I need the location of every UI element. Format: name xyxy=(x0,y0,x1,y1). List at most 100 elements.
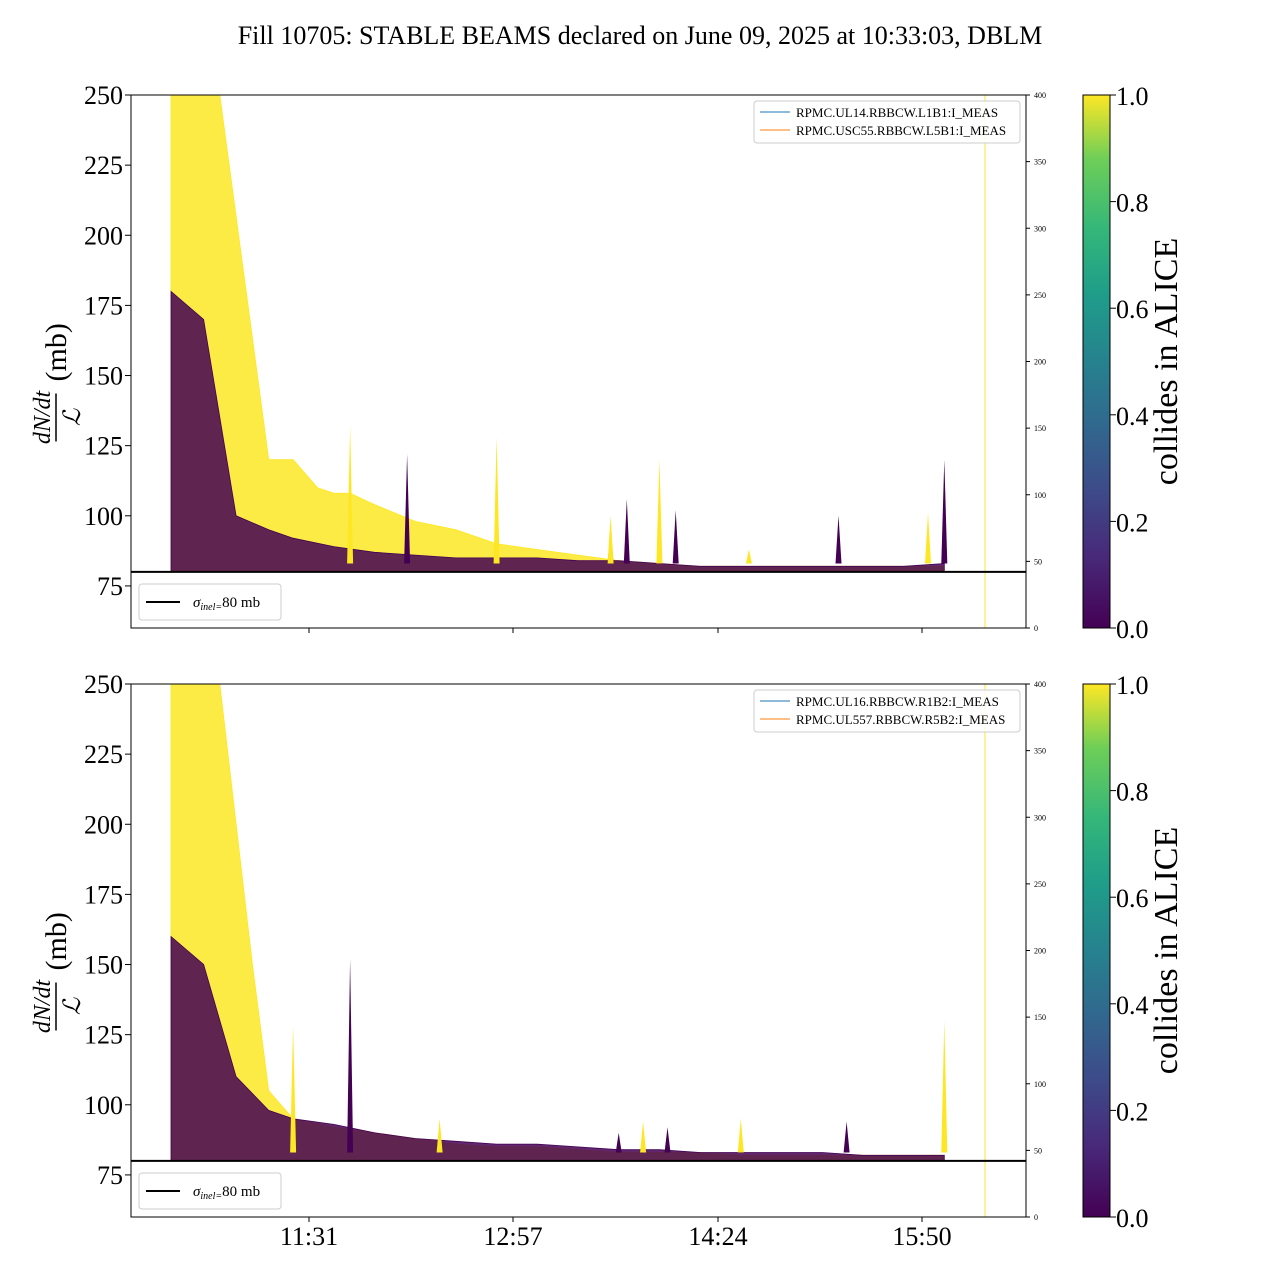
colorbar-tick-label: 0.4 xyxy=(1116,991,1149,1020)
spike xyxy=(436,1118,443,1153)
colorbar-gradient xyxy=(1082,94,1111,629)
right-y-tick-label: 200 xyxy=(1034,358,1046,367)
y-tick-label: 225 xyxy=(84,151,123,180)
x-tick-label: 12:57 xyxy=(483,1222,542,1251)
legend-entry: RPMC.UL557.RBBCW.R5B2:I_MEAS xyxy=(796,712,1005,727)
legend-box xyxy=(753,100,1021,144)
right-y-tick-label: 400 xyxy=(1034,680,1046,689)
right-y-tick-label: 250 xyxy=(1034,880,1046,889)
y-tick-label: 175 xyxy=(84,291,123,320)
series-band-purple xyxy=(170,935,945,1162)
y-label-denominator: ℒ xyxy=(60,997,86,1015)
y-tick-label: 75 xyxy=(97,1161,123,1190)
y-axis-label: dN/dt ℒ (mb) xyxy=(30,323,86,444)
y-tick-label: 75 xyxy=(97,572,123,601)
right-y-tick-label: 350 xyxy=(1034,158,1046,167)
legend-box xyxy=(138,583,282,621)
figure-title: Fill 10705: STABLE BEAMS declared on Jun… xyxy=(238,21,1043,50)
spike xyxy=(615,1132,622,1153)
series-band-yellow xyxy=(170,684,945,1162)
right-y-tick-label: 50 xyxy=(1034,557,1042,566)
colorbar-tick-label: 0.6 xyxy=(1116,884,1149,913)
y-label-numerator: dN/dt xyxy=(30,389,56,444)
colorbar: 0.0 0.2 0.4 0.6 0.8 1.0 collides in ALICE xyxy=(1082,671,1185,1233)
colorbar-tick-label: 0.8 xyxy=(1116,778,1149,807)
spike xyxy=(404,454,411,564)
spike xyxy=(835,515,842,564)
x-tick-label: 14:24 xyxy=(688,1222,747,1251)
colorbar-tick-label: 1.0 xyxy=(1116,82,1149,111)
y-axis-label: dN/dt ℒ (mb) xyxy=(30,912,86,1033)
spike xyxy=(607,515,614,564)
y-tick-label: 100 xyxy=(84,502,123,531)
panel-bottom: 75 100 125 150 175 200 225 250 0 50 100 150 200 250 30… xyxy=(30,670,1185,1251)
y-tick-label: 125 xyxy=(84,432,123,461)
legend-box xyxy=(753,689,1021,733)
colorbar-gradient xyxy=(1082,683,1111,1218)
right-y-tick-label: 100 xyxy=(1034,1080,1046,1089)
spike xyxy=(941,459,948,564)
colorbar-tick-label: 0.4 xyxy=(1116,402,1149,431)
data-layer xyxy=(170,95,986,628)
y-tick-label: 150 xyxy=(84,951,123,980)
right-y-tick-label: 100 xyxy=(1034,491,1046,500)
colorbar-tick-label: 0.0 xyxy=(1116,1204,1149,1233)
right-y-tick-label: 250 xyxy=(1034,291,1046,300)
right-y-tick-label: 50 xyxy=(1034,1146,1042,1155)
colorbar: 0.0 0.2 0.4 0.6 0.8 1.0 collides in ALICE xyxy=(1082,82,1185,644)
spike xyxy=(672,510,679,564)
colorbar-tick-label: 0.2 xyxy=(1116,1097,1149,1126)
colorbar-tick-label: 0.0 xyxy=(1116,615,1149,644)
y-label-denominator: ℒ xyxy=(60,408,86,426)
right-y-tick-label: 300 xyxy=(1034,224,1046,233)
colorbar-label: collides in ALICE xyxy=(1148,827,1185,1074)
legend-upper: RPMC.UL14.RBBCW.L1B1:I_MEAS RPMC.USC55.RB… xyxy=(753,100,1021,144)
right-y-tick-label: 0 xyxy=(1034,624,1038,633)
y-label-unit: (mb) xyxy=(40,912,73,970)
legend-upper: RPMC.UL16.RBBCW.R1B2:I_MEAS RPMC.UL557.RB… xyxy=(753,689,1021,733)
y-tick-label: 125 xyxy=(84,1021,123,1050)
series-band-purple xyxy=(170,290,945,573)
colorbar-label: collides in ALICE xyxy=(1148,238,1185,485)
spike xyxy=(925,513,931,564)
spike xyxy=(347,958,354,1153)
spike xyxy=(290,1026,297,1153)
right-y-tick-label: 150 xyxy=(1034,424,1046,433)
right-y-tick-label: 350 xyxy=(1034,747,1046,756)
colorbar-tick-label: 0.2 xyxy=(1116,508,1149,537)
colorbar-tick-label: 0.6 xyxy=(1116,295,1149,324)
y-tick-label: 200 xyxy=(84,810,123,839)
spike xyxy=(745,549,752,564)
series-band-yellow xyxy=(170,95,945,573)
right-y-tick-label: 200 xyxy=(1034,947,1046,956)
spike xyxy=(640,1121,647,1153)
y-label-unit: (mb) xyxy=(40,323,73,381)
legend-lower: σinel=80 mb xyxy=(138,583,282,621)
y-label-numerator: dN/dt xyxy=(30,978,56,1033)
colorbar-tick-label: 0.8 xyxy=(1116,189,1149,218)
spike xyxy=(493,437,500,564)
spike xyxy=(623,499,630,564)
spike xyxy=(656,459,663,564)
spike xyxy=(737,1118,744,1153)
legend-entry: σinel=80 mb xyxy=(193,1184,260,1202)
y-tick-label: 150 xyxy=(84,362,123,391)
spike xyxy=(347,426,354,564)
y-tick-label: 250 xyxy=(84,81,123,110)
right-y-tick-label: 0 xyxy=(1034,1213,1038,1222)
y-tick-label: 225 xyxy=(84,740,123,769)
legend-entry: RPMC.UL16.RBBCW.R1B2:I_MEAS xyxy=(796,694,999,709)
colorbar-tick-label: 1.0 xyxy=(1116,671,1149,700)
x-tick-label: 11:31 xyxy=(280,1222,338,1251)
spike xyxy=(941,1020,948,1153)
right-y-tick-label: 300 xyxy=(1034,813,1046,822)
spike xyxy=(664,1127,671,1153)
data-layer xyxy=(170,684,986,1217)
legend-entry: RPMC.UL14.RBBCW.L1B1:I_MEAS xyxy=(796,105,998,120)
panel-top: 75 100 125 150 175 200 225 250 0 50 100 150 200 250 30… xyxy=(30,81,1185,644)
right-y-tick-label: 400 xyxy=(1034,91,1046,100)
y-tick-label: 175 xyxy=(84,880,123,909)
spike xyxy=(843,1121,850,1153)
legend-box xyxy=(138,1172,282,1210)
